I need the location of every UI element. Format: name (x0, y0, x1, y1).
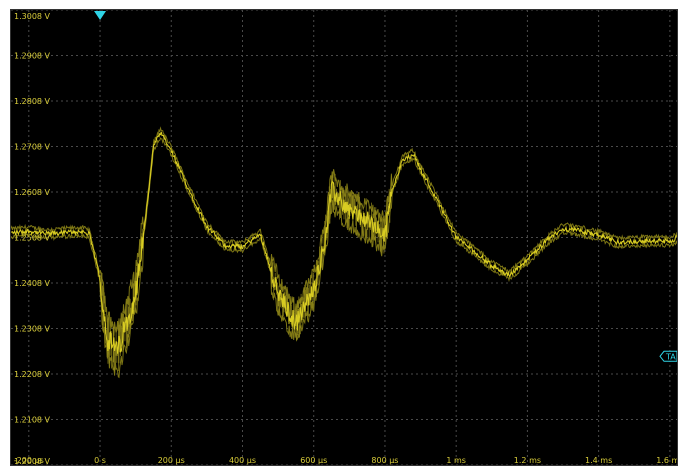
y-tick-label: 1.2408 V (14, 279, 51, 288)
x-tick-label: 800 µs (371, 456, 398, 465)
x-tick-label: 1.6 ms (656, 456, 677, 465)
trace-layer (11, 126, 677, 379)
grid-layer (11, 10, 677, 465)
trace-envelope-lower (11, 137, 677, 379)
trigger-level-marker (659, 350, 677, 362)
x-tick-label: 1 ms (446, 456, 466, 465)
trigger-level-label: TA (665, 352, 676, 361)
y-tick-label: 1.2008 V (14, 457, 51, 465)
oscilloscope-screen: 1.3008 V 1.2908 V 1.2808 V 1.2708 V 1.2608 V… (10, 9, 678, 466)
trace-envelope-upper (11, 126, 677, 336)
trace-line (11, 131, 677, 354)
y-tick-label: 1.2708 V (14, 143, 51, 152)
y-tick-labels: 1.3008 V 1.2908 V 1.2808 V 1.2708 V 1.2608 V… (14, 12, 51, 465)
y-tick-label: 1.2808 V (14, 97, 51, 106)
x-tick-labels: -200 µs 0 s 200 µs 400 µs 600 µs 800 µs 1 ms 1.… (14, 456, 677, 465)
y-tick-label: 1.2108 V (14, 416, 51, 425)
y-tick-label: 1.2208 V (14, 370, 51, 379)
y-tick-label: 1.2908 V (14, 52, 51, 61)
x-tick-label: 0 s (94, 456, 106, 465)
x-tick-label: 1.2 ms (514, 456, 541, 465)
y-tick-label: 1.3008 V (14, 12, 51, 21)
x-tick-label: 1.4 ms (585, 456, 612, 465)
trigger-markers: TA (94, 11, 677, 362)
waveform-plot: 1.3008 V 1.2908 V 1.2808 V 1.2708 V 1.2608 V… (11, 10, 677, 465)
x-tick-label: 200 µs (158, 456, 185, 465)
y-tick-label: 1.2508 V (14, 234, 51, 243)
trigger-time-marker (94, 11, 107, 20)
x-tick-label: 400 µs (229, 456, 256, 465)
x-tick-label: -200 µs (14, 456, 44, 465)
x-tick-label: 600 µs (300, 456, 327, 465)
y-tick-label: 1.2308 V (14, 325, 51, 334)
y-tick-label: 1.2608 V (14, 188, 51, 197)
